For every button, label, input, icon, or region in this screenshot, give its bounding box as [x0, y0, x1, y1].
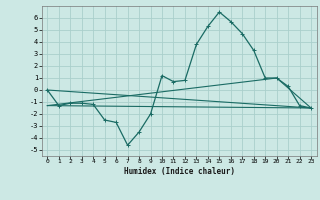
X-axis label: Humidex (Indice chaleur): Humidex (Indice chaleur) — [124, 167, 235, 176]
